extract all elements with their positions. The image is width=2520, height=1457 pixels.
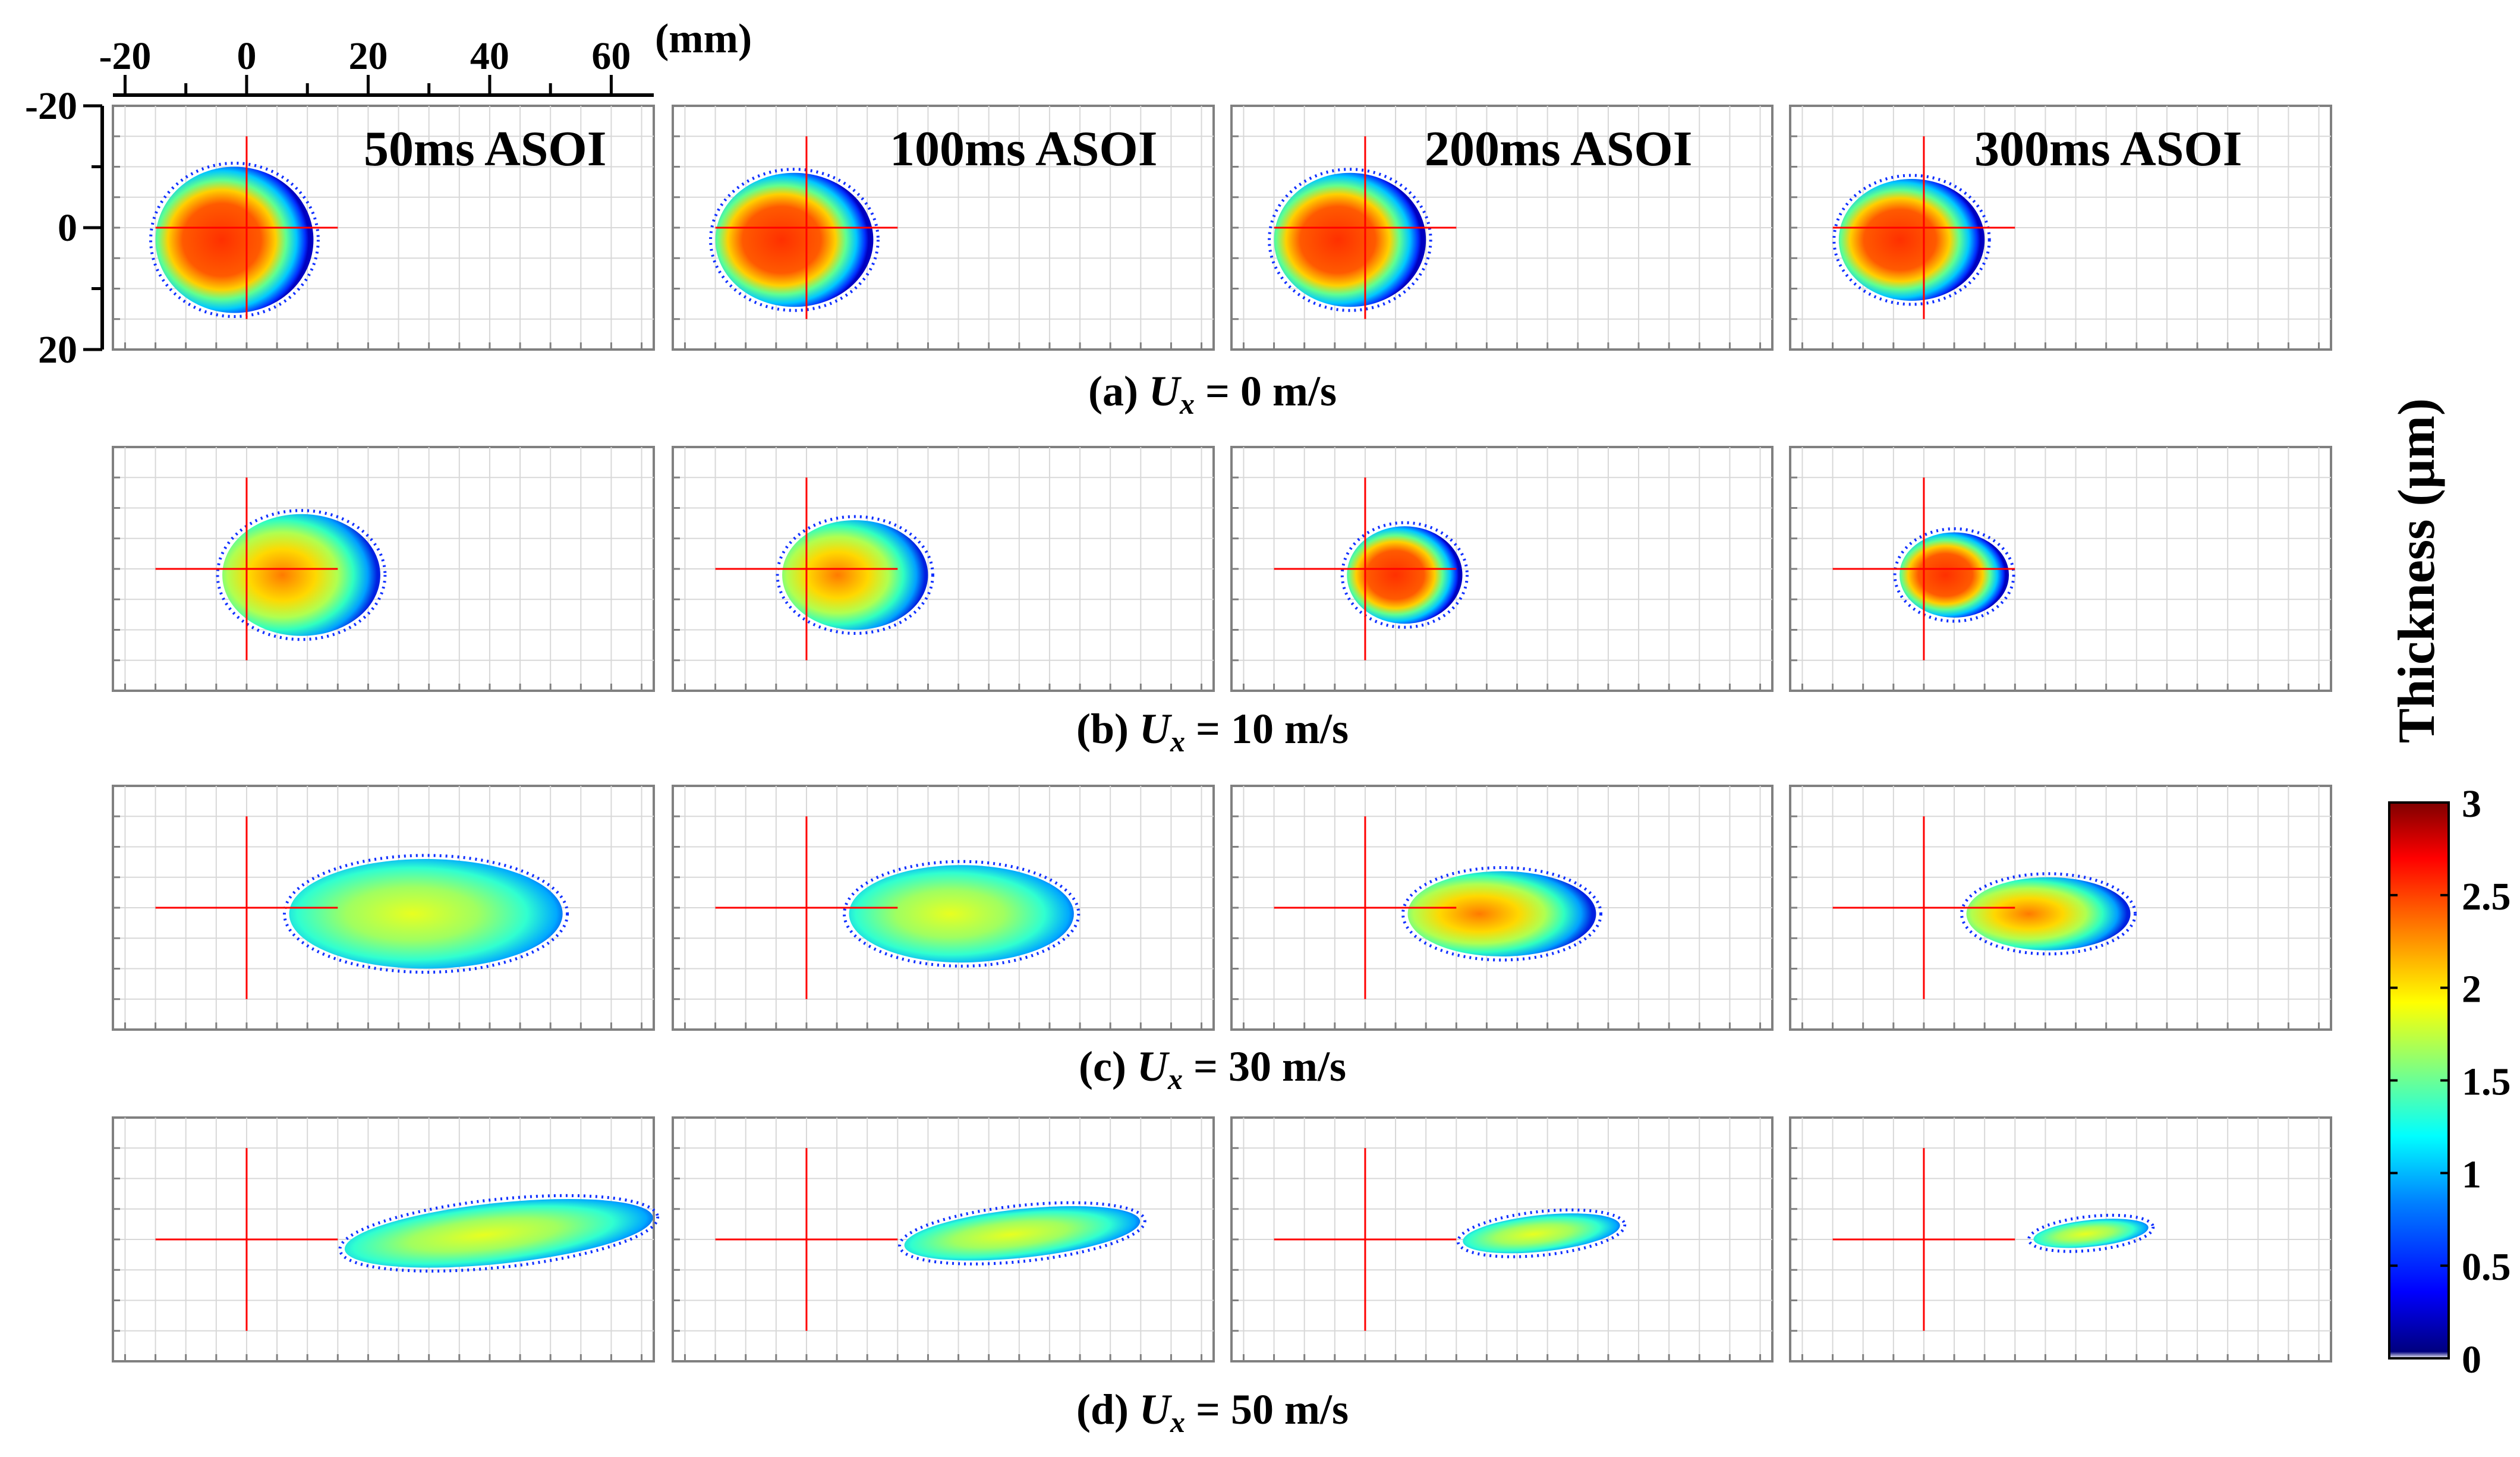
colorbar-tick-label: 0.5 [2462, 1245, 2511, 1289]
row-caption-c: (c) Ux = 30 m/s [1079, 1043, 1346, 1096]
panel-ux10-t200 [1230, 446, 1774, 692]
spray-halo [843, 860, 1081, 968]
spray-footprint [344, 1198, 653, 1268]
panel-ux30-t100 [672, 785, 1215, 1031]
y-tick-label: 20 [38, 328, 77, 372]
spray-halo [1893, 527, 2015, 623]
colorbar-tick-label: 3 [2462, 782, 2481, 826]
spray-footprint [1347, 526, 1463, 624]
spray-footprint [2033, 1219, 2149, 1248]
shared-axes: -20 0 20 40 60 (mm) -20 0 20 [25, 16, 752, 372]
colorbar-title: Thickness (μm) [2388, 398, 2446, 743]
time-label-100ms: 100ms ASOI [890, 121, 1157, 177]
spray-footprint [904, 1206, 1141, 1261]
row-caption-b: (b) Ux = 10 m/s [1076, 705, 1349, 758]
panel-ux10-t300 [1789, 446, 2332, 692]
panel-ux0-t50 [112, 105, 655, 351]
panel-ux10-t50 [112, 446, 655, 692]
spray-footprint [1274, 172, 1426, 307]
panel-ux0-t100 [672, 105, 1215, 351]
spray-footprint [222, 514, 380, 636]
spray-footprint [1407, 871, 1596, 956]
row-caption-d: (d) Ux = 50 m/s [1076, 1386, 1349, 1439]
spray-footprint [849, 865, 1074, 963]
colorbar-tick-label: 2.5 [2462, 875, 2511, 918]
panel-ux50-t300 [1789, 1116, 2332, 1362]
time-label-50ms: 50ms ASOI [364, 121, 606, 177]
x-tick-label: 60 [591, 34, 631, 78]
spray-halo [338, 1194, 660, 1273]
time-label-200ms: 200ms ASOI [1425, 121, 1692, 177]
panel-ux50-t200 [1230, 1116, 1774, 1362]
time-label-300ms: 300ms ASOI [1974, 121, 2242, 177]
spray-halo [1456, 1208, 1627, 1258]
panel-ux50-t50 [112, 1116, 660, 1362]
panel-ux30-t200 [1230, 785, 1774, 1031]
colorbar-tick-label: 1.5 [2462, 1061, 2511, 1104]
spray-footprint [1966, 877, 2131, 951]
panel-ux0-t200 [1230, 105, 1774, 351]
spray-halo [283, 854, 569, 974]
panel-grid [112, 105, 2332, 1362]
spray-footprint [1900, 532, 2009, 618]
spray-footprint [289, 859, 563, 969]
colorbar-gradient [2388, 801, 2450, 1360]
panel-ux0-t300 [1789, 105, 2332, 351]
spray-footprint [1463, 1213, 1620, 1254]
spray-halo [1340, 521, 1469, 629]
colorbar: 0 0.5 1 1.5 2 2.5 3 Thickness (μm) [2388, 398, 2511, 1382]
y-tick-label: 0 [58, 206, 77, 250]
x-tick-label: 20 [348, 34, 388, 78]
axis-unit-label: (mm) [655, 16, 752, 62]
colorbar-ticks: 0 0.5 1 1.5 2 2.5 3 [2389, 782, 2511, 1382]
colorbar-tick-label: 0 [2462, 1338, 2481, 1382]
x-tick-label: 0 [237, 34, 256, 78]
spray-footprint [1838, 179, 1985, 301]
spray-footprint [155, 166, 314, 313]
spray-halo [1832, 174, 1991, 306]
panel-ux50-t100 [672, 1116, 1215, 1362]
spray-footprint [782, 520, 928, 630]
spray-footprint [715, 172, 874, 307]
x-tick-label: -20 [99, 34, 151, 78]
spray-halo [149, 162, 320, 318]
y-tick-label: -20 [25, 84, 77, 128]
x-tick-label: 40 [470, 34, 509, 78]
spray-halo [216, 509, 387, 641]
spray-halo [1960, 872, 2137, 956]
spray-halo [776, 515, 934, 635]
spray-halo [1268, 168, 1432, 312]
spray-halo [1401, 866, 1602, 962]
panel-ux30-t300 [1789, 785, 2332, 1031]
spray-halo [898, 1201, 1146, 1266]
spray-halo [709, 168, 880, 312]
colorbar-tick-label: 1 [2462, 1153, 2481, 1196]
panel-ux10-t100 [672, 446, 1215, 692]
row-caption-a: (a) Ux = 0 m/s [1088, 367, 1337, 420]
panel-ux30-t50 [112, 785, 655, 1031]
colorbar-tick-label: 2 [2462, 968, 2481, 1011]
